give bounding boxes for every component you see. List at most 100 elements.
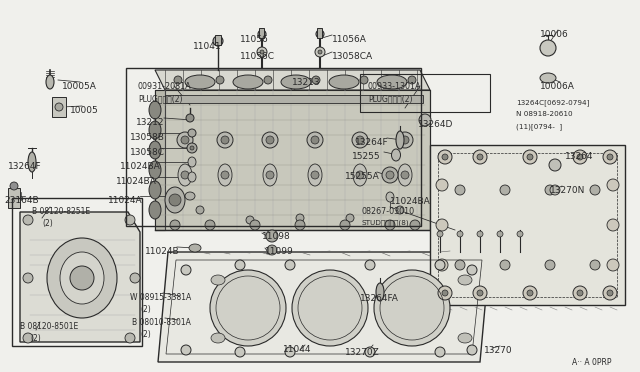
Text: (2): (2) [30,334,41,343]
Bar [215,35,221,45]
Circle shape [181,265,191,275]
Circle shape [545,185,555,195]
Circle shape [457,231,463,237]
Circle shape [340,220,350,230]
Text: 00931-2081A: 00931-2081A [138,82,191,91]
Ellipse shape [211,333,225,343]
Polygon shape [155,90,430,230]
Ellipse shape [396,131,404,149]
Text: 11098: 11098 [262,232,291,241]
Circle shape [10,182,18,190]
Circle shape [442,290,448,296]
Ellipse shape [281,75,311,89]
Bar [165,95,423,103]
Circle shape [435,347,445,357]
Ellipse shape [165,187,185,213]
Circle shape [235,260,245,270]
Circle shape [607,219,619,231]
Circle shape [258,30,266,38]
Circle shape [296,214,304,222]
Circle shape [545,260,555,270]
Circle shape [23,273,33,283]
Text: 11041: 11041 [193,42,221,51]
Circle shape [365,260,375,270]
Circle shape [264,76,272,84]
Ellipse shape [185,75,215,89]
Circle shape [346,214,354,222]
Text: (11)[0794-  ]: (11)[0794- ] [516,123,562,130]
Circle shape [500,260,510,270]
Circle shape [473,286,487,300]
Circle shape [356,171,364,179]
Ellipse shape [178,164,192,186]
Circle shape [356,136,364,144]
Circle shape [577,154,583,160]
Text: 00933-1301A: 00933-1301A [368,82,422,91]
Circle shape [174,76,182,84]
Text: 13264D: 13264D [418,120,453,129]
Circle shape [603,286,617,300]
Circle shape [235,347,245,357]
Text: 11024B: 11024B [145,247,180,256]
Text: 11044: 11044 [283,345,312,354]
Text: 11024A: 11024A [108,196,143,205]
Ellipse shape [47,238,117,318]
Ellipse shape [185,192,195,200]
Text: 08267-03010: 08267-03010 [362,207,415,216]
Circle shape [257,47,267,57]
Circle shape [285,260,295,270]
Circle shape [437,231,443,237]
Text: 13264F: 13264F [355,138,388,147]
Circle shape [607,179,619,191]
Text: B 08120-8251E: B 08120-8251E [32,207,90,216]
Circle shape [401,136,409,144]
Bar [126,68,421,226]
Text: 11056: 11056 [240,35,269,44]
Ellipse shape [376,283,384,301]
Circle shape [577,290,583,296]
Circle shape [205,220,215,230]
Text: 13058C: 13058C [130,148,165,157]
Circle shape [374,270,450,346]
Text: 10005A: 10005A [62,82,97,91]
Ellipse shape [353,164,367,186]
Polygon shape [155,90,165,230]
Ellipse shape [188,172,196,182]
Ellipse shape [377,75,407,89]
Circle shape [500,185,510,195]
Circle shape [386,171,394,179]
Ellipse shape [189,244,201,252]
Circle shape [607,290,613,296]
Circle shape [315,47,325,57]
Ellipse shape [149,201,161,219]
Circle shape [436,179,448,191]
Circle shape [170,220,180,230]
Circle shape [181,136,189,144]
Ellipse shape [211,275,225,285]
Circle shape [23,215,33,225]
Text: 10005: 10005 [70,106,99,115]
Text: 13213: 13213 [292,78,321,87]
Circle shape [410,220,420,230]
Circle shape [438,286,452,300]
Text: B 08120-8501E: B 08120-8501E [20,322,78,331]
Circle shape [292,270,368,346]
Ellipse shape [28,152,36,172]
Circle shape [267,245,277,255]
Bar [360,74,490,112]
Text: 13058B: 13058B [130,133,165,142]
Circle shape [311,171,319,179]
Text: PLUGプラグ(2): PLUGプラグ(2) [368,94,413,103]
Bar [259,28,264,38]
Ellipse shape [458,275,472,285]
Circle shape [187,143,197,153]
Text: STUDスタッド(8): STUDスタッド(8) [362,219,410,225]
Bar [8,188,20,208]
Circle shape [435,260,445,270]
Circle shape [473,150,487,164]
Text: 10006A: 10006A [540,82,575,91]
Text: N 08918-20610: N 08918-20610 [516,111,573,117]
Circle shape [266,171,274,179]
Circle shape [190,146,194,150]
Circle shape [70,266,94,290]
